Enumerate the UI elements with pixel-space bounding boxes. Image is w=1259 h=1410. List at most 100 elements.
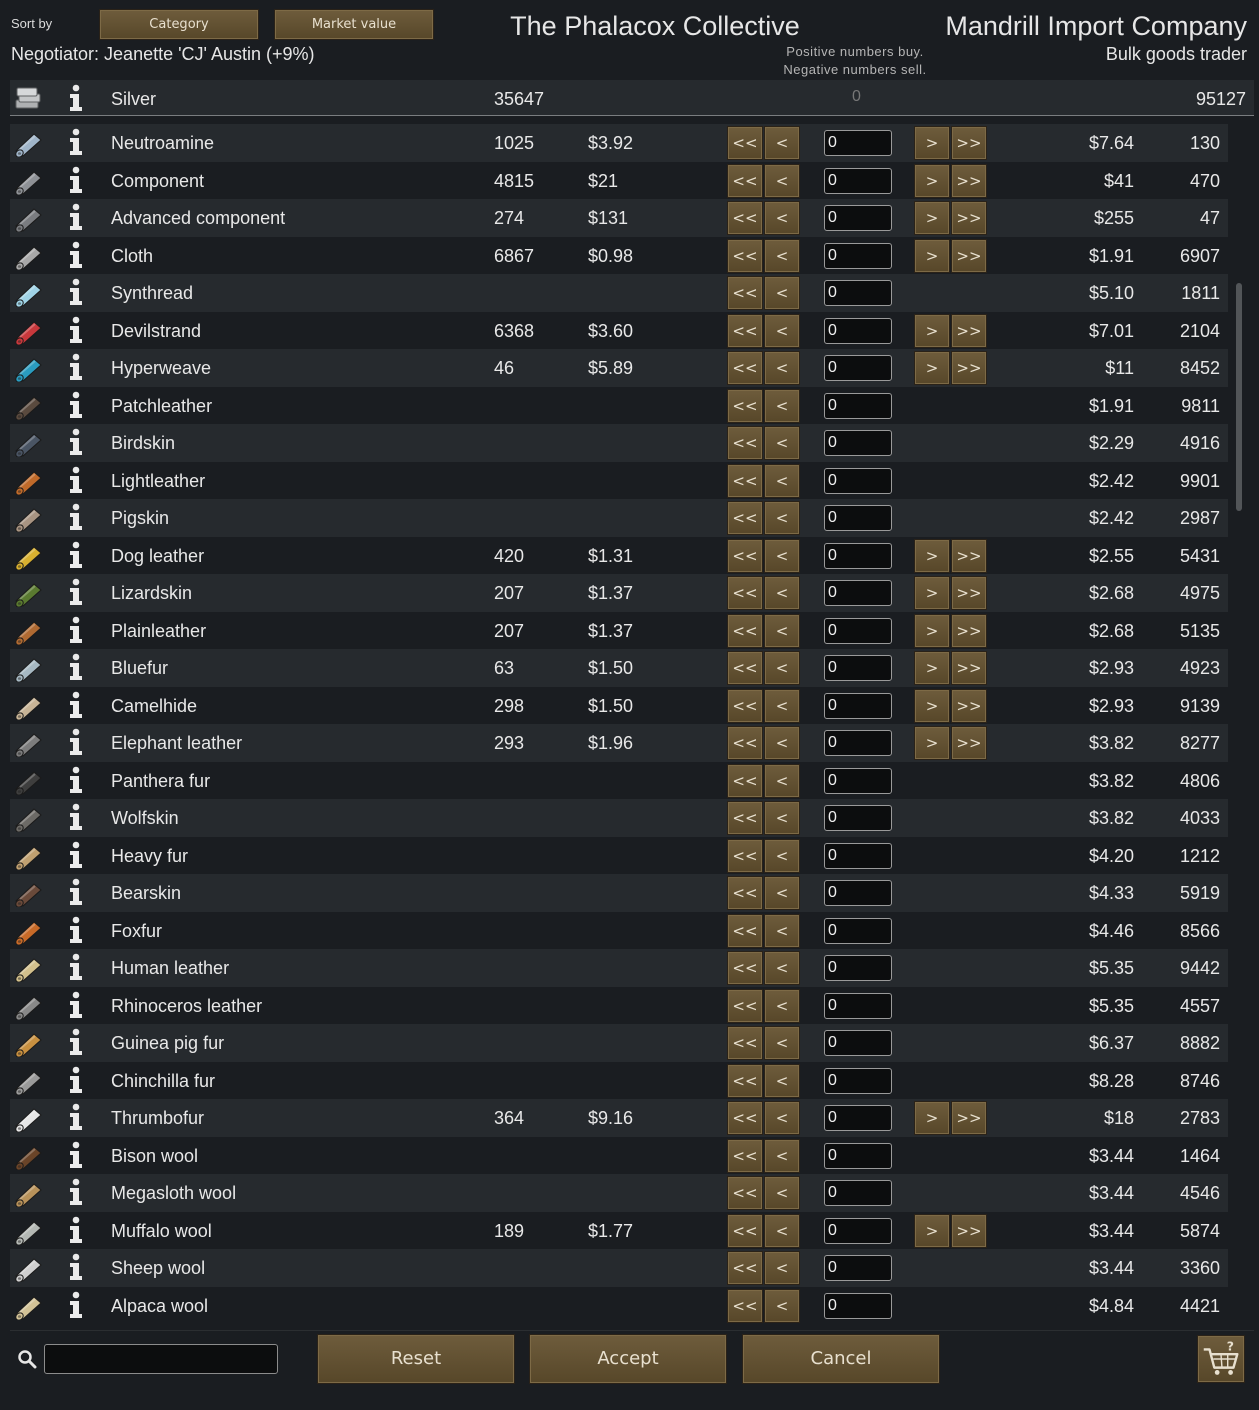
buy-all-button[interactable]: >> [951, 576, 987, 610]
sell-all-button[interactable]: << [727, 1288, 763, 1323]
sell-all-button[interactable]: << [727, 726, 763, 760]
buy-one-button[interactable]: > [914, 163, 950, 198]
sell-all-button[interactable]: << [727, 1026, 763, 1060]
info-icon[interactable] [67, 766, 85, 794]
tradeable-list[interactable]: Neutroamine 1025 $3.92 << <0 > >> $7.64 130 Compo… [10, 124, 1228, 1330]
info-icon[interactable] [67, 1291, 85, 1319]
info-icon[interactable] [67, 541, 85, 569]
trade-quantity-input[interactable]: 0 [824, 580, 892, 606]
sort-market-value-button[interactable]: Market value [274, 9, 434, 40]
sell-one-button[interactable]: < [764, 1176, 800, 1210]
buy-one-button[interactable]: > [914, 126, 950, 160]
trade-quantity-input[interactable]: 0 [824, 655, 892, 681]
info-icon[interactable] [67, 1141, 85, 1169]
sell-all-button[interactable]: << [727, 1138, 763, 1173]
trade-quantity-input[interactable]: 0 [824, 205, 892, 231]
trade-quantity-input[interactable]: 0 [824, 1292, 892, 1319]
trade-quantity-input[interactable]: 0 [824, 1142, 892, 1169]
info-icon[interactable] [67, 391, 85, 419]
trade-quantity-input[interactable]: 0 [824, 1105, 892, 1131]
info-icon[interactable] [67, 1216, 85, 1244]
sell-one-button[interactable]: < [764, 1288, 800, 1323]
sell-one-button[interactable]: < [764, 276, 800, 310]
sell-one-button[interactable]: < [764, 313, 800, 348]
info-icon[interactable] [67, 953, 85, 981]
buy-one-button[interactable]: > [914, 651, 950, 685]
buy-one-button[interactable]: > [914, 613, 950, 648]
buy-all-button[interactable]: >> [951, 351, 987, 385]
sell-one-button[interactable]: < [764, 726, 800, 760]
info-icon[interactable] [67, 241, 85, 269]
sell-all-button[interactable]: << [727, 838, 763, 873]
trade-quantity-input[interactable]: 0 [824, 1255, 892, 1281]
trade-quantity-input[interactable]: 0 [824, 1030, 892, 1056]
info-icon[interactable] [67, 653, 85, 681]
trade-quantity-input[interactable]: 0 [824, 467, 892, 494]
buy-all-button[interactable]: >> [951, 538, 987, 573]
sell-all-button[interactable]: << [727, 651, 763, 685]
info-icon[interactable] [67, 991, 85, 1019]
trade-quantity-input[interactable]: 0 [824, 1067, 892, 1094]
sell-all-button[interactable]: << [727, 1176, 763, 1210]
info-icon[interactable] [67, 841, 85, 869]
trade-quantity-input[interactable]: 0 [824, 842, 892, 869]
buy-one-button[interactable]: > [914, 313, 950, 348]
sell-all-button[interactable]: << [727, 576, 763, 610]
buy-one-button[interactable]: > [914, 351, 950, 385]
buy-all-button[interactable]: >> [951, 163, 987, 198]
buy-one-button[interactable]: > [914, 201, 950, 235]
info-icon[interactable] [67, 316, 85, 344]
sell-one-button[interactable]: < [764, 426, 800, 460]
buy-all-button[interactable]: >> [951, 1213, 987, 1248]
sell-one-button[interactable]: < [764, 1026, 800, 1060]
info-icon[interactable] [67, 428, 85, 456]
info-icon[interactable] [67, 84, 85, 112]
trade-quantity-input[interactable]: 0 [824, 392, 892, 419]
info-icon[interactable] [67, 1178, 85, 1206]
sell-all-button[interactable]: << [727, 1063, 763, 1098]
trade-quantity-input[interactable]: 0 [824, 242, 892, 269]
trade-quantity-input[interactable]: 0 [824, 505, 892, 531]
sell-all-button[interactable]: << [727, 388, 763, 423]
sell-all-button[interactable]: << [727, 313, 763, 348]
sell-all-button[interactable]: << [727, 913, 763, 948]
info-icon[interactable] [67, 803, 85, 831]
sell-one-button[interactable]: < [764, 1138, 800, 1173]
info-icon[interactable] [67, 166, 85, 194]
sell-all-button[interactable]: << [727, 1251, 763, 1285]
sell-one-button[interactable]: < [764, 463, 800, 498]
buy-all-button[interactable]: >> [951, 688, 987, 723]
trade-quantity-input[interactable]: 0 [824, 1180, 892, 1206]
search-input[interactable] [44, 1344, 278, 1374]
info-icon[interactable] [67, 578, 85, 606]
buy-all-button[interactable]: >> [951, 313, 987, 348]
sell-all-button[interactable]: << [727, 126, 763, 160]
sell-one-button[interactable]: < [764, 951, 800, 985]
sell-one-button[interactable]: < [764, 351, 800, 385]
trade-cart-button[interactable]: ? [1197, 1335, 1245, 1383]
info-icon[interactable] [67, 203, 85, 231]
sell-one-button[interactable]: < [764, 838, 800, 873]
trade-quantity-input[interactable]: 0 [824, 542, 892, 569]
buy-one-button[interactable]: > [914, 688, 950, 723]
info-icon[interactable] [67, 503, 85, 531]
trade-quantity-input[interactable]: 0 [824, 430, 892, 456]
sell-one-button[interactable]: < [764, 126, 800, 160]
sell-one-button[interactable]: < [764, 238, 800, 273]
sell-all-button[interactable]: << [727, 238, 763, 273]
reset-button[interactable]: Reset [317, 1334, 515, 1384]
sell-all-button[interactable]: << [727, 951, 763, 985]
sell-all-button[interactable]: << [727, 801, 763, 835]
sell-one-button[interactable]: < [764, 576, 800, 610]
buy-all-button[interactable]: >> [951, 613, 987, 648]
sell-one-button[interactable]: < [764, 613, 800, 648]
buy-one-button[interactable]: > [914, 238, 950, 273]
sell-one-button[interactable]: < [764, 201, 800, 235]
sell-all-button[interactable]: << [727, 351, 763, 385]
buy-one-button[interactable]: > [914, 538, 950, 573]
sell-one-button[interactable]: < [764, 388, 800, 423]
sell-one-button[interactable]: < [764, 913, 800, 948]
buy-all-button[interactable]: >> [951, 238, 987, 273]
info-icon[interactable] [67, 1253, 85, 1281]
buy-all-button[interactable]: >> [951, 126, 987, 160]
